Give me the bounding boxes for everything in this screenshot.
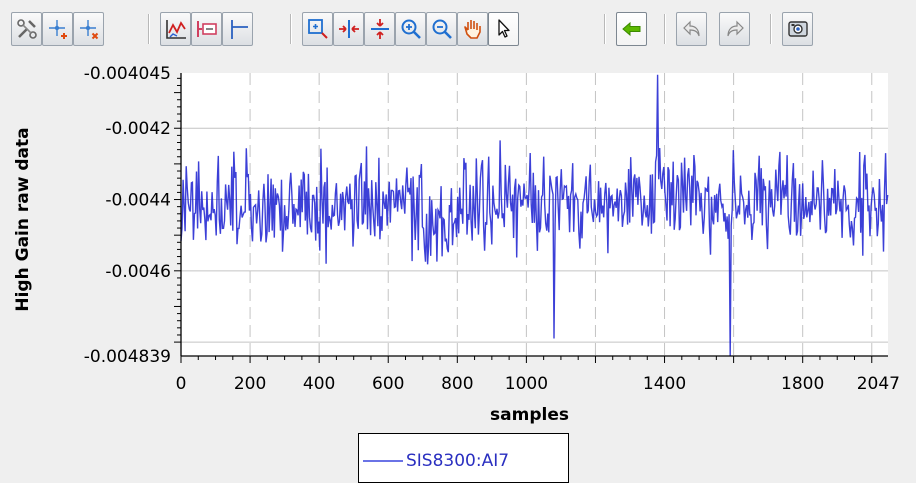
x-tick-label: 1000: [505, 374, 548, 394]
y-tick-label: -0.0042: [105, 119, 171, 139]
chart-legend: SIS8300:AI7: [358, 433, 569, 483]
x-tick-label: 2047: [857, 374, 900, 394]
redo-icon: [727, 20, 744, 37]
toolbar-separator: [770, 14, 772, 44]
y-tick-label: -0.004045: [84, 64, 171, 84]
arrow-pointer-icon: [498, 19, 510, 38]
toolbar-separator: [604, 14, 606, 44]
back-to-live-button[interactable]: [616, 12, 647, 46]
zoom-in-button[interactable]: [395, 12, 426, 46]
select-button[interactable]: [488, 12, 519, 46]
zoom-box-button[interactable]: [302, 12, 333, 46]
camera-icon: [788, 21, 808, 37]
hand-pan-icon: [464, 20, 481, 39]
y-tick-label: -0.0044: [105, 191, 171, 211]
zoom-vertical-button[interactable]: [364, 12, 395, 46]
x-tick-label: 800: [441, 374, 473, 394]
add-marker-icon: [49, 20, 67, 39]
show-legend-button[interactable]: [191, 12, 222, 46]
snapshot-button[interactable]: [782, 12, 813, 46]
arrow-left-icon: [622, 21, 641, 37]
zoom-horizontal-button[interactable]: [333, 12, 364, 46]
chart-style-button[interactable]: [160, 12, 191, 46]
x-tick-label: 600: [372, 374, 404, 394]
series-line-sis8300-ai7: [180, 74, 889, 357]
zoom-out-button[interactable]: [426, 12, 457, 46]
y-tick-label: -0.0046: [105, 262, 171, 282]
legend-swatch: [363, 460, 403, 462]
toolbar-separator: [148, 14, 150, 44]
undo-icon: [683, 20, 700, 37]
x-tick-label: 1400: [643, 374, 686, 394]
y-axis-title: High Gain raw data: [13, 127, 33, 311]
remove-marker-icon: [80, 20, 99, 40]
remove-marker-button[interactable]: [73, 12, 104, 46]
zoom-in-icon: [401, 19, 421, 39]
wrench-scissors-icon: [17, 19, 37, 39]
toolbar-separator: [664, 14, 666, 44]
redo-button[interactable]: [719, 12, 750, 46]
config-button[interactable]: [11, 12, 42, 46]
pan-button[interactable]: [457, 12, 488, 46]
zoom-horizontal-icon: [339, 20, 359, 38]
x-tick-label: 1800: [781, 374, 824, 394]
chart-style-icon: [166, 20, 186, 39]
toolbar-separator: [290, 14, 292, 44]
zoom-box-icon: [308, 19, 328, 39]
zoom-vertical-icon: [371, 19, 389, 39]
x-axis-title: samples: [490, 405, 569, 425]
add-marker-button[interactable]: [42, 12, 73, 46]
legend-label: SIS8300:AI7: [406, 451, 510, 471]
y-tick-label: -0.004839: [84, 347, 171, 367]
x-tick-label: 200: [234, 374, 266, 394]
zoom-out-icon: [432, 19, 452, 39]
x-tick-label: 400: [303, 374, 335, 394]
undo-button[interactable]: [676, 12, 707, 46]
waveform-chart[interactable]: 0 200 400 600 800 1000 1400 1800 2047 -0.004045 -0…: [0, 56, 916, 436]
show-cursor-button[interactable]: [222, 12, 253, 46]
cursor-line-icon: [231, 20, 248, 39]
x-tick-label: 0: [176, 374, 187, 394]
plot-toolbar: [0, 0, 916, 56]
legend-icon: [197, 21, 217, 37]
